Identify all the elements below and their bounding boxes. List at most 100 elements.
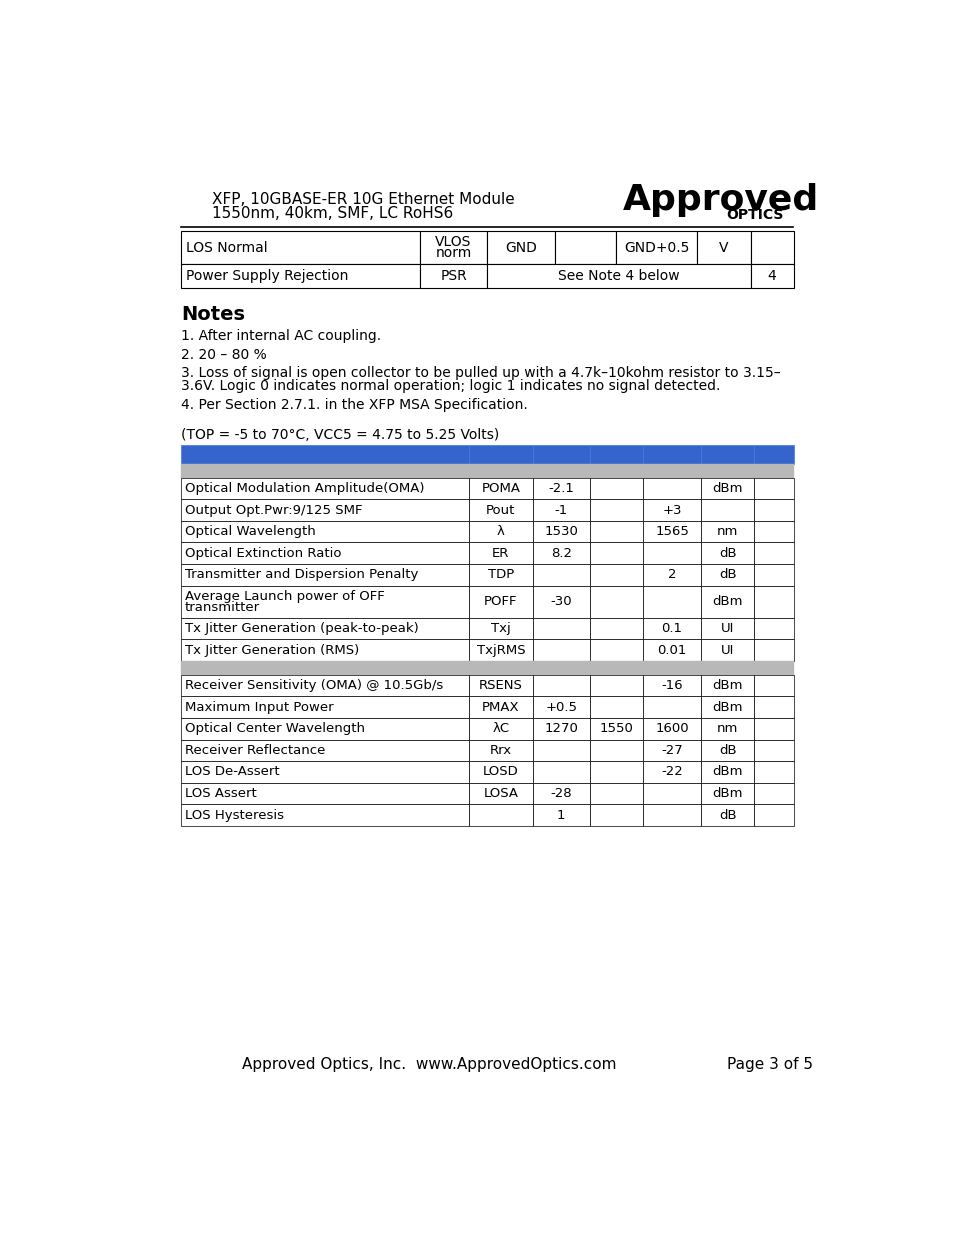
Text: nm: nm [717,722,738,735]
Bar [642,783,700,804]
Bar [642,661,700,674]
Bar [589,804,642,826]
Bar [700,674,754,697]
Text: PMAX: PMAX [481,700,519,714]
Text: VLOS: VLOS [435,235,471,248]
Text: UI: UI [720,622,734,635]
Bar [642,585,700,618]
Bar [754,618,793,640]
Text: ER: ER [492,547,509,559]
Text: LOS De-Assert: LOS De-Assert [185,766,279,778]
Text: dBm: dBm [712,700,742,714]
Bar [589,499,642,521]
Bar [533,446,589,464]
Text: LOSA: LOSA [483,787,517,800]
Bar [750,231,793,264]
Text: (TOP = -5 to 70°C, VCC5 = 4.75 to 5.25 Volts): (TOP = -5 to 70°C, VCC5 = 4.75 to 5.25 V… [181,429,499,442]
Bar [533,761,589,783]
Bar [589,478,642,499]
Bar [533,521,589,542]
Bar [589,585,642,618]
Bar [700,640,754,661]
Text: Page 3 of 5: Page 3 of 5 [726,1057,812,1072]
Text: OPTICS: OPTICS [725,209,782,222]
Bar [181,718,469,740]
Bar [642,761,700,783]
Bar [469,718,533,740]
Bar [181,231,419,264]
Bar [469,585,533,618]
Bar [754,585,793,618]
Bar [555,231,615,264]
Bar [533,740,589,761]
Bar [754,804,793,826]
Text: Approved Optics, Inc.  www.ApprovedOptics.com: Approved Optics, Inc. www.ApprovedOptics… [242,1057,616,1072]
Text: 8.2: 8.2 [550,547,571,559]
Text: λC: λC [492,722,509,735]
Bar [181,264,419,288]
Bar [181,499,469,521]
Bar [181,446,469,464]
Bar [469,661,533,674]
Bar [700,804,754,826]
Text: RSENS: RSENS [478,679,522,692]
Text: +3: +3 [661,504,681,516]
Bar [181,674,469,697]
Bar [589,640,642,661]
Bar [700,761,754,783]
Text: LOS Normal: LOS Normal [186,241,267,254]
Text: 3.6V. Logic 0 indicates normal operation; logic 1 indicates no signal detected.: 3.6V. Logic 0 indicates normal operation… [181,379,720,393]
Bar [700,464,754,478]
Text: dBm: dBm [712,787,742,800]
Bar [469,446,533,464]
Bar [754,674,793,697]
Bar [533,464,589,478]
Bar [642,740,700,761]
Text: POMA: POMA [481,482,519,495]
Bar [754,661,793,674]
Bar [533,640,589,661]
Text: Receiver Reflectance: Receiver Reflectance [185,743,325,757]
Text: 0.01: 0.01 [657,643,686,657]
Text: Power Supply Rejection: Power Supply Rejection [186,269,348,283]
Bar [615,231,697,264]
Text: 1270: 1270 [544,722,578,735]
Text: -27: -27 [660,743,682,757]
Bar [589,697,642,718]
Bar [754,761,793,783]
Text: 4. Per Section 2.7.1. in the XFP MSA Specification.: 4. Per Section 2.7.1. in the XFP MSA Spe… [181,398,527,411]
Text: Receiver Sensitivity (OMA) @ 10.5Gb/s: Receiver Sensitivity (OMA) @ 10.5Gb/s [185,679,443,692]
Bar [642,640,700,661]
Text: UI: UI [720,643,734,657]
Bar [469,761,533,783]
Bar [533,661,589,674]
Bar [181,661,469,674]
Bar [642,478,700,499]
Text: -30: -30 [550,595,572,608]
Bar [469,564,533,585]
Bar [181,740,469,761]
Bar [469,697,533,718]
Text: LOS Assert: LOS Assert [185,787,256,800]
Bar [469,783,533,804]
Bar [469,640,533,661]
Text: 2: 2 [667,568,676,582]
Bar [642,446,700,464]
Bar [181,478,469,499]
Text: dBm: dBm [712,595,742,608]
Text: Transmitter and Dispersion Penalty: Transmitter and Dispersion Penalty [185,568,418,582]
Bar [181,521,469,542]
Bar [181,542,469,564]
Bar [589,464,642,478]
Bar [754,740,793,761]
Bar [700,478,754,499]
Bar [469,674,533,697]
Bar [754,783,793,804]
Text: Optical Center Wavelength: Optical Center Wavelength [185,722,365,735]
Bar [754,521,793,542]
Bar [642,674,700,697]
Bar [700,521,754,542]
Bar [589,446,642,464]
Text: Approved: Approved [622,183,819,217]
Bar [181,804,469,826]
